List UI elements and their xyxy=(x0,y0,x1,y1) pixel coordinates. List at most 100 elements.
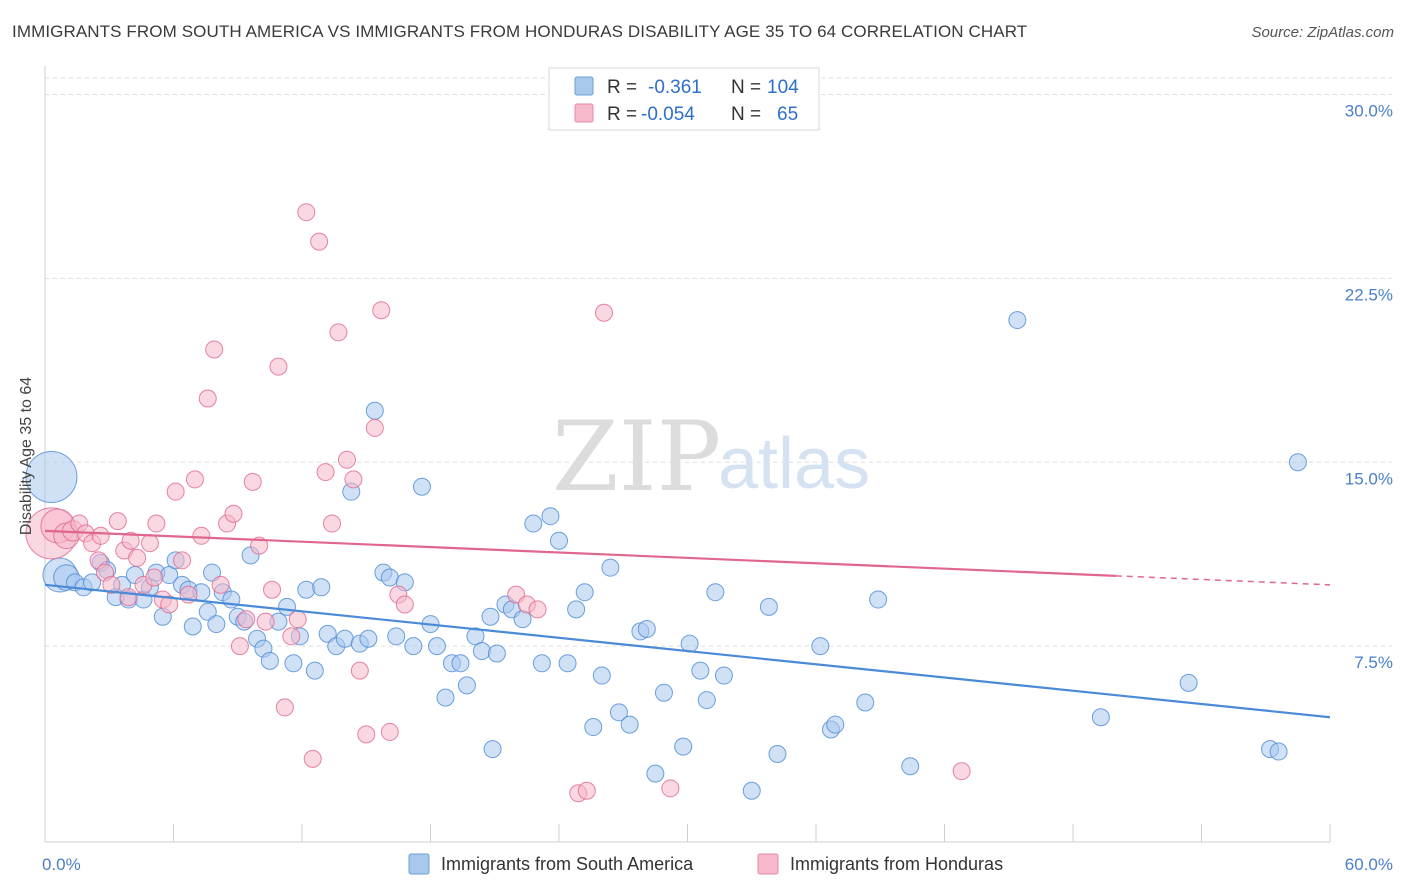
point-south-america xyxy=(620,715,639,734)
bottom-legend-swatch-honduras xyxy=(757,853,779,875)
point-honduras xyxy=(337,450,356,469)
point-honduras xyxy=(166,482,185,501)
point-honduras xyxy=(243,472,262,491)
x-tick-label: 0.0% xyxy=(42,855,81,874)
y-tick-label: 22.5% xyxy=(1345,285,1393,304)
point-honduras xyxy=(147,514,166,533)
point-south-america xyxy=(487,644,506,663)
data-points xyxy=(25,203,1307,803)
point-south-america xyxy=(541,507,560,526)
point-south-america xyxy=(674,737,693,756)
point-honduras xyxy=(528,600,547,619)
legend-r-value-2: -0.054 xyxy=(641,104,695,125)
point-honduras xyxy=(395,595,414,614)
point-honduras xyxy=(288,610,307,629)
point-honduras xyxy=(256,612,275,631)
point-honduras xyxy=(303,749,322,768)
point-honduras xyxy=(192,526,211,545)
point-honduras xyxy=(250,536,269,555)
point-south-america xyxy=(25,450,78,503)
point-south-america xyxy=(601,558,620,577)
point-honduras xyxy=(297,203,316,222)
point-honduras xyxy=(102,575,121,594)
point-south-america xyxy=(1008,311,1027,330)
point-honduras xyxy=(145,568,164,587)
point-honduras xyxy=(316,463,335,482)
point-honduras xyxy=(269,357,288,376)
legend-n-value-2: 65 xyxy=(777,104,798,125)
point-south-america xyxy=(768,745,787,763)
point-south-america xyxy=(260,651,279,670)
point-south-america xyxy=(483,740,502,759)
point-honduras xyxy=(185,470,204,489)
point-honduras xyxy=(173,551,192,570)
point-south-america xyxy=(203,563,222,582)
point-south-america xyxy=(637,619,656,638)
point-honduras xyxy=(205,340,224,359)
point-honduras xyxy=(91,526,110,545)
point-south-america xyxy=(427,637,446,656)
point-south-america xyxy=(646,764,665,783)
chart-title: IMMIGRANTS FROM SOUTH AMERICA VS IMMIGRA… xyxy=(12,22,1028,41)
point-south-america xyxy=(359,629,378,648)
point-honduras xyxy=(160,595,179,614)
point-south-america xyxy=(412,477,431,496)
point-honduras xyxy=(230,637,249,656)
point-south-america xyxy=(567,600,586,619)
trend-lines xyxy=(44,529,1331,719)
point-south-america xyxy=(654,683,673,702)
correlation-legend: R = -0.361 N = 104 R = -0.054 N = 65 xyxy=(548,67,820,131)
point-south-america xyxy=(183,617,202,636)
legend-r-label-1: R = xyxy=(607,77,637,98)
point-honduras xyxy=(952,762,971,781)
point-honduras xyxy=(380,722,399,741)
legend-swatch-honduras xyxy=(574,103,594,123)
bottom-legend-swatch-south-america xyxy=(408,853,430,875)
point-honduras xyxy=(128,548,147,567)
point-honduras xyxy=(329,323,348,342)
point-south-america xyxy=(404,637,423,656)
bottom-legend-label-south-america: Immigrants from South America xyxy=(441,854,694,874)
point-honduras xyxy=(372,301,391,320)
legend-r-value-1: -0.361 xyxy=(648,77,702,98)
point-honduras xyxy=(211,575,230,594)
point-south-america xyxy=(83,573,102,592)
point-south-america xyxy=(592,666,611,685)
point-south-america xyxy=(826,715,845,734)
point-south-america xyxy=(457,676,476,695)
point-south-america xyxy=(284,654,303,673)
point-south-america xyxy=(575,583,594,602)
point-south-america xyxy=(532,654,551,673)
point-south-america xyxy=(305,661,324,680)
point-honduras xyxy=(310,232,329,251)
y-tick-label: 30.0% xyxy=(1345,102,1393,121)
point-south-america xyxy=(387,627,406,646)
point-south-america xyxy=(365,401,384,420)
point-honduras xyxy=(661,779,680,798)
point-south-america xyxy=(335,629,354,648)
series-legend: Immigrants from South America Immigrants… xyxy=(408,853,1003,875)
point-south-america xyxy=(901,757,920,776)
point-south-america xyxy=(472,642,491,661)
point-south-america xyxy=(318,624,337,643)
point-honduras xyxy=(282,627,301,646)
point-honduras xyxy=(140,534,159,553)
point-south-america xyxy=(584,718,603,737)
point-south-america xyxy=(524,514,543,533)
trend-line-honduras-extension xyxy=(1115,575,1331,586)
point-south-america xyxy=(869,590,888,609)
point-south-america xyxy=(714,666,733,685)
point-south-america xyxy=(706,583,725,602)
point-south-america xyxy=(436,688,455,707)
point-south-america xyxy=(550,531,568,550)
point-honduras xyxy=(198,389,217,408)
point-honduras xyxy=(224,504,243,523)
point-south-america xyxy=(1179,673,1198,692)
point-honduras xyxy=(237,610,256,629)
source-credit: Source: ZipAtlas.com xyxy=(1251,24,1394,41)
legend-n-label-2: N = xyxy=(731,104,761,125)
point-honduras xyxy=(344,470,363,489)
y-tick-label: 15.0% xyxy=(1345,469,1393,488)
point-south-america xyxy=(856,693,875,712)
point-south-america xyxy=(811,637,830,656)
